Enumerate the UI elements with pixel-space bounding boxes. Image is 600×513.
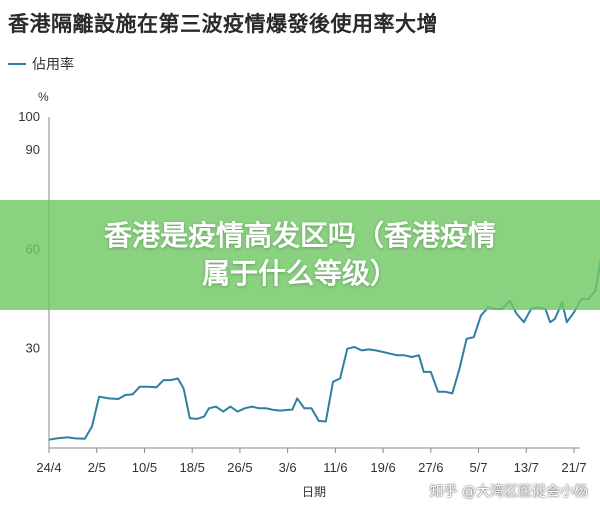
x-tick-label: 2/5 xyxy=(88,460,106,475)
x-tick-label: 26/5 xyxy=(227,460,252,475)
headline-banner: 香港是疫情高发区吗（香港疫情 属于什么等级） xyxy=(0,200,600,310)
chart-title: 香港隔離設施在第三波疫情爆發後使用率大增 xyxy=(8,13,438,36)
legend-swatch xyxy=(8,63,26,65)
series-line-occupancy xyxy=(48,258,600,441)
watermark: 知乎 @大湾区医促会小杨 xyxy=(429,484,588,500)
x-tick-label: 27/6 xyxy=(418,460,443,475)
x-tick-label: 10/5 xyxy=(132,460,157,475)
x-axis-ticks: 24/4 2/5 10/5 18/5 26/5 3/6 11/6 19/6 27/6 5/7 13/… xyxy=(36,448,587,475)
x-tick-label: 5/7 xyxy=(470,460,488,475)
legend: 佔用率 xyxy=(8,54,74,74)
x-tick-label: 3/6 xyxy=(279,460,297,475)
x-tick-label: 11/6 xyxy=(323,460,347,475)
y-tick-label: 100 xyxy=(18,109,40,124)
x-tick-label: 18/5 xyxy=(180,460,205,475)
y-tick-label: 90 xyxy=(26,142,40,157)
x-tick-label: 21/7 xyxy=(561,460,586,475)
x-tick-label: 13/7 xyxy=(514,460,539,475)
x-tick-label: 19/6 xyxy=(370,460,395,475)
y-tick-label: 30 xyxy=(26,341,40,356)
x-axis-label: 日期 xyxy=(302,485,326,499)
x-tick-label: 24/4 xyxy=(36,460,61,475)
banner-line-2: 属于什么等级） xyxy=(201,257,398,290)
legend-label: 佔用率 xyxy=(32,56,74,72)
y-axis-unit: % xyxy=(38,90,49,104)
banner-line-1: 香港是疫情高发区吗（香港疫情 xyxy=(103,219,496,252)
